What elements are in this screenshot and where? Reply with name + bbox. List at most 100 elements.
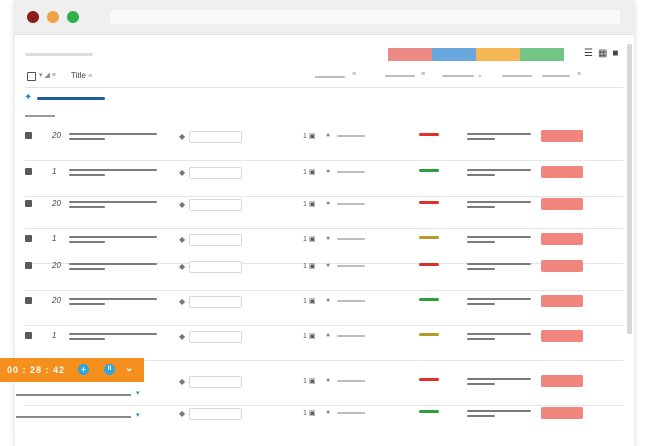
task-title-placeholder (69, 133, 157, 135)
status-indicator (419, 263, 439, 266)
maximize-window-button[interactable] (67, 11, 79, 23)
status-indicator (419, 410, 439, 413)
priority-badge[interactable] (541, 166, 583, 178)
row-checkbox[interactable] (25, 297, 32, 304)
tag-input[interactable] (189, 331, 242, 343)
table-row[interactable]: 20 ◆ 1 ▣ ● (15, 257, 634, 287)
comment-count[interactable]: 1 ▣ (303, 409, 315, 417)
tag-icon: ◆ (179, 262, 186, 271)
status-legend (388, 48, 564, 61)
list-view-icon[interactable]: ☰ (584, 48, 595, 59)
priority-badge[interactable] (541, 407, 583, 419)
tag-input[interactable] (189, 408, 242, 420)
close-window-button[interactable] (27, 11, 39, 23)
priority-badge[interactable] (541, 330, 583, 342)
row-checkbox[interactable] (25, 200, 32, 207)
priority-badge[interactable] (541, 375, 583, 387)
tag-input[interactable] (189, 296, 242, 308)
sort-chevron-icon[interactable]: ▾ ◢ ≡ (39, 72, 56, 79)
tag-icon: ◆ (179, 235, 186, 244)
tag-icon: ◆ (179, 168, 186, 177)
sort-icon[interactable]: ≡ (577, 71, 582, 78)
table-row[interactable]: 20 ◆ 1 ▣ ● (15, 127, 634, 157)
row-number: 1 (52, 234, 57, 243)
chevron-down-icon[interactable]: ⌄ (125, 363, 134, 374)
comment-count-value: 1 (303, 378, 307, 385)
status-indicator (419, 378, 439, 381)
comment-count[interactable]: 1 ▣ (303, 235, 315, 243)
comment-count[interactable]: 1 ▣ (303, 262, 315, 270)
row-checkbox[interactable] (25, 235, 32, 242)
chevron-down-icon[interactable]: ▾ (136, 412, 140, 419)
tag-input[interactable] (189, 234, 242, 246)
address-bar[interactable] (110, 10, 620, 24)
scrollbar[interactable] (627, 44, 632, 334)
priority-badge[interactable] (541, 233, 583, 245)
table-row[interactable]: 20 ◆ 1 ▣ ● (15, 195, 634, 225)
time-tracker: 00 : 28 : 42 + II ⌄ (0, 358, 144, 382)
row-divider (25, 263, 623, 264)
comment-count[interactable]: 1 ▣ (303, 200, 315, 208)
field-placeholder (467, 174, 495, 176)
field-placeholder (467, 133, 531, 135)
pause-button[interactable]: II (104, 364, 115, 375)
table-row[interactable]: 1 ◆ 1 ▣ ● (15, 163, 634, 193)
add-time-button[interactable]: + (78, 364, 89, 375)
person-icon: ● (326, 235, 331, 242)
grid-view-icon[interactable]: ▦ (597, 48, 610, 59)
person-icon: ● (326, 200, 331, 207)
row-number: 20 (52, 131, 61, 140)
person-icon: ● (326, 332, 331, 339)
comment-count[interactable]: 1 ▣ (303, 297, 315, 305)
comment-count-value: 1 (303, 201, 307, 208)
row-checkbox[interactable] (25, 262, 32, 269)
tag-input[interactable] (189, 167, 242, 179)
board-view-icon[interactable]: ■ (612, 48, 621, 59)
comment-icon: ▣ (308, 263, 316, 270)
chevron-down-icon[interactable]: ⌄ (477, 72, 483, 79)
row-checkbox[interactable] (25, 332, 32, 339)
column-header-title[interactable]: Title ≡ (71, 71, 92, 80)
tag-input[interactable] (189, 131, 242, 143)
table-row[interactable]: ◆ 1 ▣ ● (15, 404, 634, 434)
table-row[interactable]: 1 ◆ 1 ▣ ● (15, 230, 634, 260)
minimize-window-button[interactable] (47, 11, 59, 23)
row-divider (25, 405, 623, 406)
table-row[interactable]: ◆ 1 ▣ ● (15, 372, 634, 402)
tag-icon: ◆ (179, 377, 186, 386)
status-indicator (419, 133, 439, 136)
person-icon: ● (326, 409, 331, 416)
person-icon: ● (326, 377, 331, 384)
tag-input[interactable] (189, 261, 242, 273)
comment-count[interactable]: 1 ▣ (303, 377, 315, 385)
priority-badge[interactable] (541, 295, 583, 307)
sort-icon[interactable]: ≡ (352, 71, 357, 78)
priority-badge[interactable] (541, 198, 583, 210)
task-subtitle-placeholder (69, 241, 105, 243)
tag-input[interactable] (189, 376, 242, 388)
table-row[interactable]: 1 ◆ 1 ▣ ● (15, 327, 634, 357)
sort-icon[interactable]: ≡ (421, 71, 426, 78)
tag-input[interactable] (189, 199, 242, 211)
row-divider (25, 325, 623, 326)
assignee-placeholder (337, 171, 365, 173)
table-row[interactable]: 20 ◆ 1 ▣ ● (15, 292, 634, 322)
comment-icon: ▣ (308, 298, 316, 305)
column-header-placeholder (502, 75, 532, 77)
select-all-checkbox[interactable] (27, 72, 36, 81)
priority-badge[interactable] (541, 130, 583, 142)
sort-icon[interactable]: ≡ (88, 73, 93, 80)
add-task-icon[interactable]: ✦ (24, 92, 33, 103)
task-subtitle-placeholder (69, 338, 105, 340)
row-divider (25, 196, 623, 197)
comment-count-value: 1 (303, 133, 307, 140)
row-checkbox[interactable] (25, 132, 32, 139)
chevron-down-icon[interactable]: ▾ (136, 390, 140, 397)
comment-count[interactable]: 1 ▣ (303, 132, 315, 140)
field-placeholder (467, 236, 531, 238)
priority-badge[interactable] (541, 260, 583, 272)
comment-count[interactable]: 1 ▣ (303, 332, 315, 340)
add-task-button[interactable] (37, 97, 105, 100)
row-checkbox[interactable] (25, 168, 32, 175)
comment-count[interactable]: 1 ▣ (303, 168, 315, 176)
